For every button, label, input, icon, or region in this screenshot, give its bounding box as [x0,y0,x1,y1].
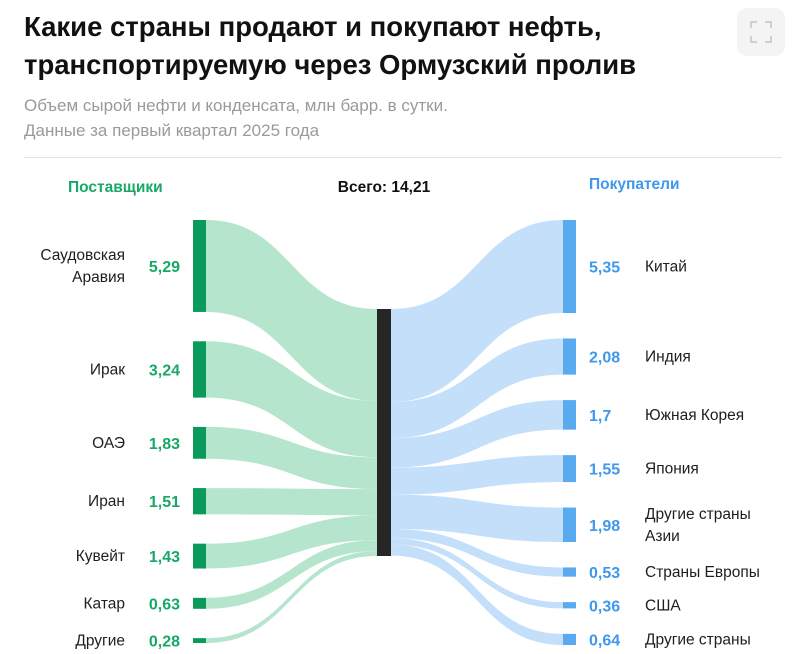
buyer-label-1-0: Индия [645,349,691,366]
buyer-value-7: 0,64 [589,632,620,649]
supplier-value-6: 0,28 [149,634,180,651]
buyer-flow-4 [391,494,563,542]
page-title-line-2: транспортируемую через Ормузский пролив [24,49,637,80]
supplier-label-3-0: Иран [88,493,125,510]
supplier-flow-6 [206,551,377,643]
buyer-label-7-0: Другие страны [645,631,751,648]
buyer-value-3: 1,55 [589,462,620,479]
supplier-flow-3 [206,488,377,516]
buyer-flow-7 [391,544,563,645]
buyer-label-3-0: Япония [645,461,699,478]
buyer-flow-1 [391,338,563,439]
buyer-value-1: 2,08 [589,350,620,367]
supplier-flow-1 [206,341,377,458]
supplier-bar-1 [193,341,206,398]
supplier-bar-3 [193,488,206,515]
buyer-label-5-0: Страны Европы [645,564,760,581]
buyer-value-0: 5,35 [589,259,620,276]
chart-subtitle: Объем сырой нефти и конденсата, млн барр… [24,93,448,143]
supplier-label-6-0: Другие [75,633,125,650]
buyer-value-6: 0,36 [589,598,620,615]
supplier-bar-4 [193,543,206,569]
buyer-flow-5 [391,529,563,577]
buyer-flow-6 [391,538,563,609]
buyer-label-0-0: Китай [645,258,687,275]
buyers-header: Покупатели [589,176,680,193]
supplier-label-0-1: Аравия [72,269,125,286]
supplier-label-5-0: Катар [84,595,125,612]
total-label: Всего: 14,21 [338,179,431,196]
buyer-label-6-0: США [645,597,681,614]
buyer-bar-1 [563,338,576,375]
supplier-bar-2 [193,426,206,459]
buyer-bar-4 [563,507,576,542]
buyer-value-2: 1,7 [589,408,611,425]
buyer-value-5: 0,53 [589,565,620,582]
buyer-flow-2 [391,400,563,468]
buyer-label-2-0: Южная Корея [645,407,744,424]
buyer-bar-3 [563,455,576,483]
buyer-bar-7 [563,633,576,645]
supplier-value-0: 5,29 [149,259,180,276]
buyer-bar-6 [563,602,576,609]
suppliers-header: Поставщики [68,179,163,196]
hub-bar [377,309,391,556]
supplier-value-4: 1,43 [149,549,180,566]
supplier-bar-5 [193,597,206,609]
supplier-value-5: 0,63 [149,596,180,613]
buyer-label-4-1: Азии [645,528,680,545]
buyer-flow-0 [391,220,563,402]
supplier-label-2-0: ОАЭ [92,435,125,452]
buyer-label-4-0: Другие страны [645,506,751,523]
header-divider [24,157,782,158]
buyer-bar-0 [563,220,576,313]
supplier-bar-0 [193,220,206,312]
buyer-value-4: 1,98 [589,518,620,535]
fullscreen-icon [750,21,772,43]
buyer-bar-5 [563,567,576,577]
page-title: Какие страны продают и покупают нефть, т… [24,8,744,84]
supplier-label-4-0: Кувейт [76,548,125,565]
supplier-label-0-0: Саудовская [40,247,125,264]
supplier-bar-6 [193,638,206,643]
subtitle-line-2: Данные за первый квартал 2025 года [24,121,320,140]
buyer-bar-2 [563,400,576,430]
buyer-flow-3 [391,455,563,495]
supplier-value-3: 1,51 [149,494,180,511]
supplier-value-1: 3,24 [149,362,180,379]
supplier-flow-4 [206,515,377,569]
supplier-label-1-0: Ирак [90,361,125,378]
supplier-flow-0 [206,220,377,401]
supplier-value-2: 1,83 [149,436,180,453]
supplier-flow-5 [206,540,377,609]
subtitle-line-1: Объем сырой нефти и конденсата, млн барр… [24,96,448,115]
supplier-flow-2 [206,426,377,490]
expand-button[interactable] [737,8,785,56]
page-title-line-1: Какие страны продают и покупают нефть, [24,11,602,42]
